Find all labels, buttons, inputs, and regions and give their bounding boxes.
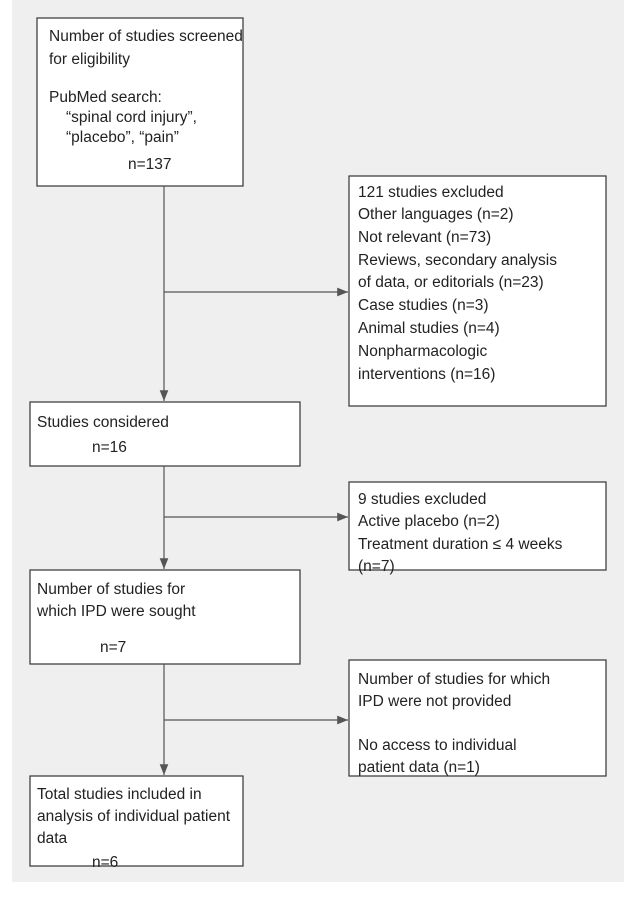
box — [29, 775, 244, 867]
box-text: “spinal cord injury”, — [66, 109, 197, 126]
box-text: analysis of individual patient — [37, 808, 231, 825]
box — [348, 175, 607, 407]
box-text: (n=7) — [358, 558, 395, 575]
box-text: interventions (n=16) — [358, 366, 495, 383]
box-text: Number of studies for which — [358, 671, 550, 688]
box-text: Other languages (n=2) — [358, 206, 514, 223]
box-text: No access to individual — [358, 737, 517, 754]
box-text: which IPD were sought — [36, 603, 196, 620]
box-text: Nonpharmacologic — [358, 343, 487, 360]
box — [29, 569, 301, 665]
box — [348, 481, 607, 571]
box-text: Case studies (n=3) — [358, 297, 489, 314]
box-text: Studies considered — [37, 414, 169, 431]
box-text: 9 studies excluded — [358, 491, 486, 508]
box — [348, 659, 607, 777]
box-text: PubMed search: — [49, 89, 162, 106]
box-text: 121 studies excluded — [358, 184, 504, 201]
box — [29, 401, 301, 467]
box-text: Reviews, secondary analysis — [358, 252, 557, 269]
box — [36, 17, 244, 187]
box-text: IPD were not provided — [358, 693, 511, 710]
box-text: n=6 — [92, 854, 118, 871]
box-text: Treatment duration ≤ 4 weeks — [358, 536, 563, 553]
box-text: n=16 — [92, 439, 127, 456]
box-text: of data, or editorials (n=23) — [358, 274, 544, 291]
box-text: data — [37, 830, 68, 847]
box-text: for eligibility — [49, 51, 130, 68]
box-text: Animal studies (n=4) — [358, 320, 500, 337]
box-text: Active placebo (n=2) — [358, 513, 500, 530]
box-text: Not relevant (n=73) — [358, 229, 491, 246]
box-text: patient data (n=1) — [358, 759, 480, 776]
box-text: n=7 — [100, 639, 126, 656]
box-text: Total studies included in — [37, 786, 202, 803]
box-text: Number of studies for — [37, 581, 185, 598]
connectors — [159, 186, 348, 775]
box-text: “placebo”, “pain” — [66, 129, 179, 146]
box-text: Number of studies screened — [49, 28, 243, 45]
box-text: n=137 — [128, 156, 172, 173]
